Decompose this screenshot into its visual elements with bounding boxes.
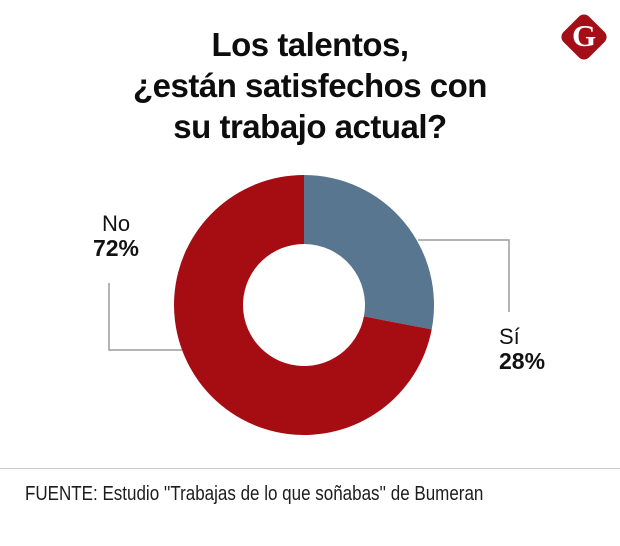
- label-no-name: No: [101, 211, 131, 236]
- donut-slices: [174, 175, 435, 435]
- chart-title-line-3: su trabajo actual?: [173, 108, 447, 145]
- chart-title-line-2: ¿están satisfechos con: [133, 67, 487, 104]
- donut-slice-si: [304, 175, 435, 330]
- footer-divider: [0, 468, 620, 469]
- source-text: FUENTE: Estudio ''Trabajas de lo que soñ…: [25, 483, 484, 505]
- logo-letter: G: [571, 18, 597, 53]
- donut-slice-no: [174, 175, 432, 435]
- label-si-name: Sí: [499, 324, 520, 349]
- callout-line-si: [418, 239, 510, 312]
- label-no: No 72%: [68, 211, 164, 261]
- label-si-value: 28%: [499, 348, 546, 374]
- label-si: Sí 28%: [499, 324, 545, 374]
- label-no-value: 72%: [92, 235, 140, 261]
- gestion-logo: G: [557, 10, 611, 64]
- chart-title-line-1: Los talentos,: [211, 26, 409, 63]
- chart-title: Los talentos, ¿están satisfechos con su …: [0, 24, 620, 147]
- callout-line-no: [108, 283, 182, 351]
